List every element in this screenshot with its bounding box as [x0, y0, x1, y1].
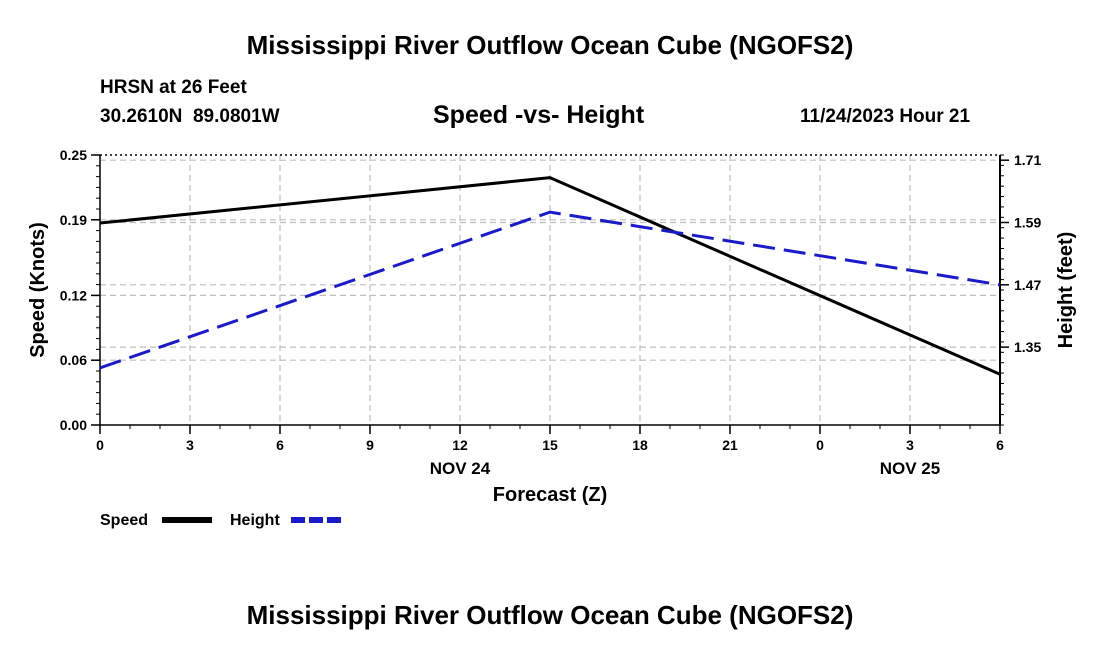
x-tick-label: 21 [722, 437, 738, 453]
x-tick-label: 9 [366, 437, 374, 453]
x-tick-label: 0 [96, 437, 104, 453]
x-tick-label: 12 [452, 437, 468, 453]
station-coordinates: 30.2610N 89.0801W [100, 106, 280, 127]
forecast-datetime: 11/24/2023 Hour 21 [800, 106, 971, 127]
x-tick-label: 6 [276, 437, 284, 453]
y-tick-label: 0.06 [60, 352, 87, 368]
x-axis-title: Forecast (Z) [493, 484, 607, 506]
legend-label-speed: Speed [100, 512, 148, 529]
x-date-label: NOV 25 [880, 459, 940, 478]
y-axis-title: Speed (Knots) [27, 222, 49, 358]
y2-axis-title: Height (feet) [1055, 232, 1077, 349]
y2-tick-label: 1.71 [1014, 152, 1041, 168]
page-title: Mississippi River Outflow Ocean Cube (NG… [246, 30, 854, 60]
y-tick-label: 0.19 [60, 212, 87, 228]
y2-tick-label: 1.35 [1014, 339, 1041, 355]
y-tick-label: 0.25 [60, 147, 87, 163]
x-tick-label: 18 [632, 437, 648, 453]
footer-title: Mississippi River Outflow Ocean Cube (NG… [246, 600, 854, 630]
x-tick-label: 6 [996, 437, 1004, 453]
chart-subtitle: Speed -vs- Height [433, 101, 645, 129]
y2-tick-label: 1.47 [1014, 277, 1041, 293]
x-tick-label: 3 [906, 437, 914, 453]
y-tick-label: 0.12 [60, 287, 87, 303]
y2-tick-label: 1.59 [1014, 215, 1041, 231]
x-date-label: NOV 24 [430, 459, 491, 478]
x-tick-label: 0 [816, 437, 824, 453]
y-tick-label: 0.00 [60, 417, 87, 433]
x-tick-label: 15 [542, 437, 558, 453]
speed-series-line [99, 176, 1001, 376]
height-series-line [99, 210, 1001, 370]
station-label: HRSN at 26 Feet [100, 77, 247, 98]
legend-label-height: Height [230, 512, 280, 529]
x-tick-label: 3 [186, 437, 194, 453]
